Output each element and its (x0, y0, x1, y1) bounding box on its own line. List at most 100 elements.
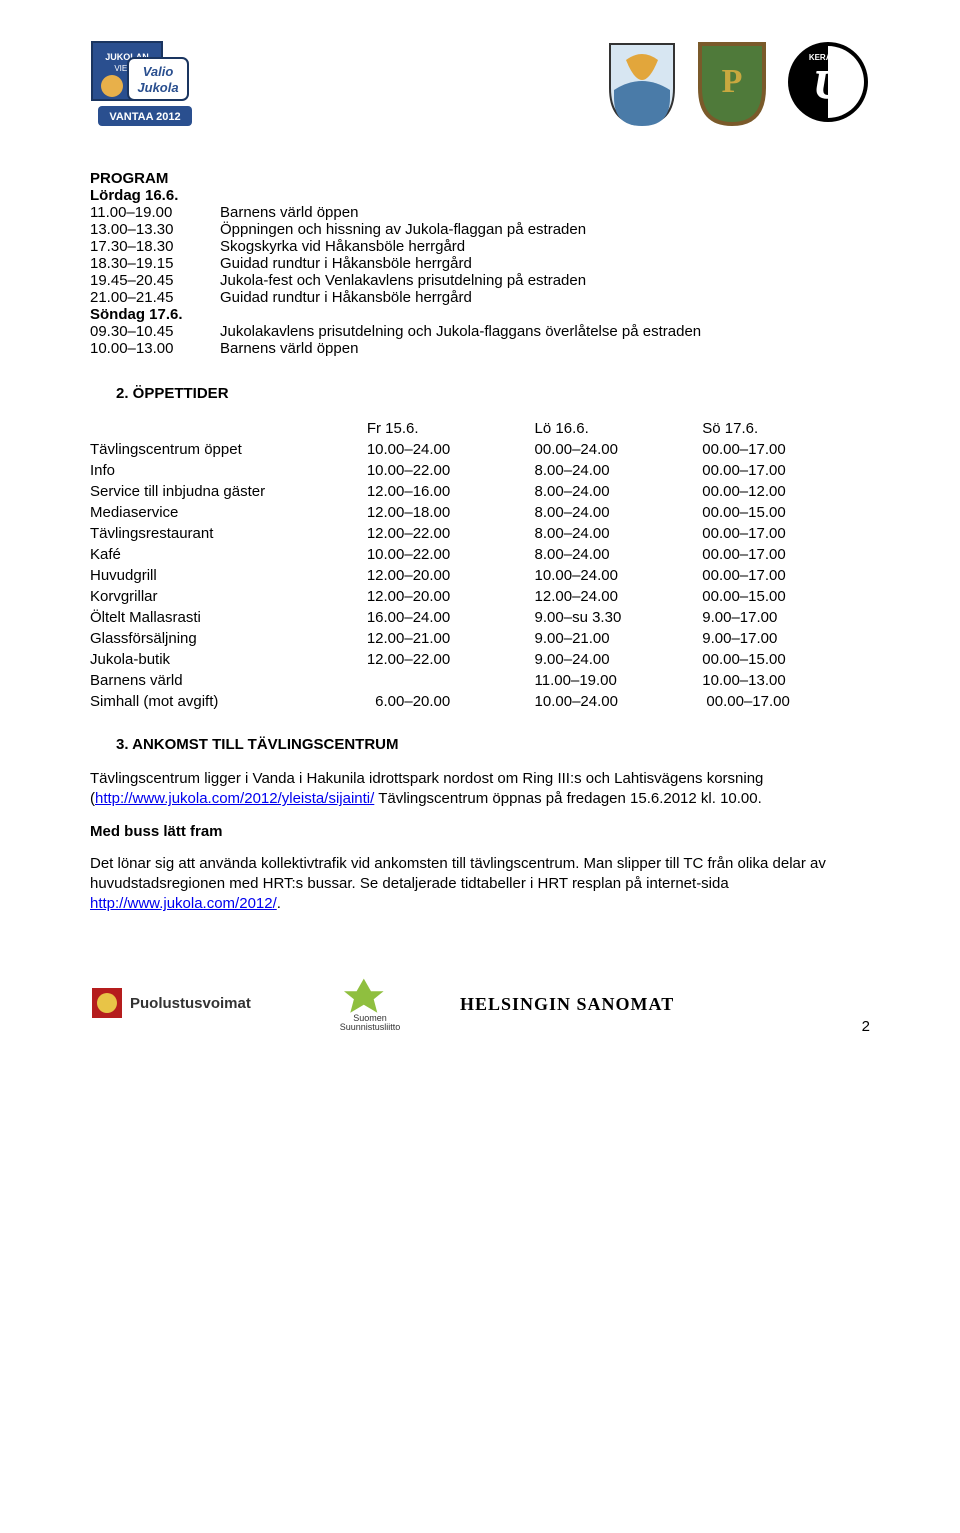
row-label: Info (90, 460, 367, 481)
program-time: 19.45–20.45 (90, 272, 220, 289)
program-time: 13.00–13.30 (90, 221, 220, 238)
svg-text:HELSINGIN SANOMAT: HELSINGIN SANOMAT (460, 994, 674, 1014)
row-label: Simhall (mot avgift) (90, 691, 367, 712)
program-desc: Jukolakavlens prisutdelning och Jukola-f… (220, 323, 870, 340)
program-section: PROGRAM Lördag 16.6. 11.00–19.00Barnens … (90, 170, 870, 357)
program-row: 13.00–13.30Öppningen och hissning av Juk… (90, 221, 870, 238)
page-footer: Puolustusvoimat Suomen Suunnistusliitto … (90, 975, 870, 1035)
cell: 9.00–su 3.30 (535, 607, 703, 628)
table-row: Tävlingscentrum öppet10.00–24.0000.00–24… (90, 439, 870, 460)
cell: 12.00–20.00 (367, 586, 535, 607)
row-label: Mediaservice (90, 502, 367, 523)
table-row: Barnens värld11.00–19.0010.00–13.00 (90, 670, 870, 691)
opening-heading: 2. ÖPPETTIDER (90, 385, 870, 402)
cell: 00.00–12.00 (702, 481, 870, 502)
cell: 12.00–21.00 (367, 628, 535, 649)
svg-text:KERAVAN: KERAVAN (809, 53, 848, 62)
cell: 00.00–17.00 (702, 691, 870, 712)
program-desc: Jukola-fest och Venlakavlens prisutdelni… (220, 272, 870, 289)
program-row: 21.00–21.45Guidad rundtur i Håkansböle h… (90, 289, 870, 306)
arrival-heading: 3. ANKOMST TILL TÄVLINGSCENTRUM (90, 736, 870, 753)
cell: 6.00–20.00 (367, 691, 535, 712)
table-row: Tävlingsrestaurant12.00–22.008.00–24.000… (90, 523, 870, 544)
cell: 8.00–24.00 (535, 481, 703, 502)
table-row: Huvudgrill12.00–20.0010.00–24.0000.00–17… (90, 565, 870, 586)
row-label: Tävlingsrestaurant (90, 523, 367, 544)
row-label: Huvudgrill (90, 565, 367, 586)
program-row: 18.30–19.15Guidad rundtur i Håkansböle h… (90, 255, 870, 272)
cell: 10.00–24.00 (367, 439, 535, 460)
cell: 00.00–17.00 (702, 565, 870, 586)
col-header-so: Sö 17.6. (702, 418, 870, 439)
text: Tävlingscentrum öppnas på fredagen 15.6.… (374, 790, 762, 807)
program-row: 11.00–19.00Barnens värld öppen (90, 204, 870, 221)
cell: 00.00–17.00 (702, 439, 870, 460)
cell: 9.00–21.00 (535, 628, 703, 649)
program-day1-label: Lördag 16.6. (90, 187, 870, 204)
row-label: Service till inbjudna gäster (90, 481, 367, 502)
helsingin-sanomat-logo: HELSINGIN SANOMAT (460, 988, 700, 1022)
program-desc: Skogskyrka vid Håkansböle herrgård (220, 238, 870, 255)
program-row: 17.30–18.30Skogskyrka vid Håkansböle her… (90, 238, 870, 255)
program-desc: Guidad rundtur i Håkansböle herrgård (220, 289, 870, 306)
program-time: 18.30–19.15 (90, 255, 220, 272)
cell: 9.00–17.00 (702, 607, 870, 628)
cell: 11.00–19.00 (535, 670, 703, 691)
svg-text:P: P (722, 63, 743, 100)
cell: 12.00–24.00 (535, 586, 703, 607)
table-row: Glassförsäljning12.00–21.009.00–21.009.0… (90, 628, 870, 649)
cell: 9.00–24.00 (535, 649, 703, 670)
cell: 16.00–24.00 (367, 607, 535, 628)
cell: 9.00–17.00 (702, 628, 870, 649)
cell: 12.00–16.00 (367, 481, 535, 502)
col-header-fr: Fr 15.6. (367, 418, 535, 439)
row-label: Öltelt Mallasrasti (90, 607, 367, 628)
svg-text:Valio: Valio (143, 64, 174, 79)
program-title: PROGRAM (90, 170, 870, 187)
row-label: Barnens värld (90, 670, 367, 691)
svg-text:Suunnistusliitto: Suunnistusliitto (340, 1022, 401, 1031)
svg-text:VANTAA 2012: VANTAA 2012 (109, 111, 180, 123)
program-time: 10.00–13.00 (90, 340, 220, 357)
svg-text:Jukola: Jukola (137, 80, 178, 95)
program-time: 11.00–19.00 (90, 204, 220, 221)
program-time: 17.30–18.30 (90, 238, 220, 255)
crest-1-icon (606, 40, 678, 128)
cell: 12.00–22.00 (367, 523, 535, 544)
program-day2-label: Söndag 17.6. (90, 306, 870, 323)
cell: 8.00–24.00 (535, 523, 703, 544)
cell: 10.00–22.00 (367, 460, 535, 481)
program-time: 09.30–10.45 (90, 323, 220, 340)
row-label: Tävlingscentrum öppet (90, 439, 367, 460)
event-logo: JUKOLAN VIESTI Valio Jukola VANTAA 2012 (90, 40, 200, 140)
cell: 00.00–17.00 (702, 523, 870, 544)
cell: 00.00–17.00 (702, 544, 870, 565)
header-logo-row: JUKOLAN VIESTI Valio Jukola VANTAA 2012 (90, 40, 870, 140)
col-header-empty (90, 418, 367, 439)
page-number: 2 (862, 1018, 870, 1035)
opening-hours-table: Fr 15.6. Lö 16.6. Sö 17.6. Tävlingscentr… (90, 418, 870, 712)
cell: 00.00–15.00 (702, 586, 870, 607)
table-row: Korvgrillar12.00–20.0012.00–24.0000.00–1… (90, 586, 870, 607)
footer-logos: Puolustusvoimat Suomen Suunnistusliitto … (90, 975, 700, 1035)
sijainti-link[interactable]: http://www.jukola.com/2012/yleista/sijai… (95, 790, 374, 807)
cell: 12.00–22.00 (367, 649, 535, 670)
cell: 8.00–24.00 (535, 460, 703, 481)
cell (367, 670, 535, 691)
table-row: Simhall (mot avgift) 6.00–20.0010.00–24.… (90, 691, 870, 712)
crest-2-icon: P (696, 40, 768, 128)
cell: 00.00–17.00 (702, 460, 870, 481)
suunnistusliitto-logo: Suomen Suunnistusliitto (310, 975, 430, 1035)
jukola-2012-link[interactable]: http://www.jukola.com/2012/ (90, 895, 277, 912)
text: . (277, 895, 281, 912)
arrival-subheading: Med buss lätt fram (90, 822, 870, 842)
puolustusvoimat-logo: Puolustusvoimat (90, 982, 280, 1028)
svg-text:U: U (814, 62, 845, 107)
program-time: 21.00–21.45 (90, 289, 220, 306)
table-row: Service till inbjudna gäster12.00–16.008… (90, 481, 870, 502)
program-desc: Öppningen och hissning av Jukola-flaggan… (220, 221, 870, 238)
table-row: Kafé10.00–22.008.00–24.0000.00–17.00 (90, 544, 870, 565)
table-row: Jukola-butik12.00–22.009.00–24.0000.00–1… (90, 649, 870, 670)
program-row: 10.00–13.00Barnens värld öppen (90, 340, 870, 357)
program-desc: Guidad rundtur i Håkansböle herrgård (220, 255, 870, 272)
